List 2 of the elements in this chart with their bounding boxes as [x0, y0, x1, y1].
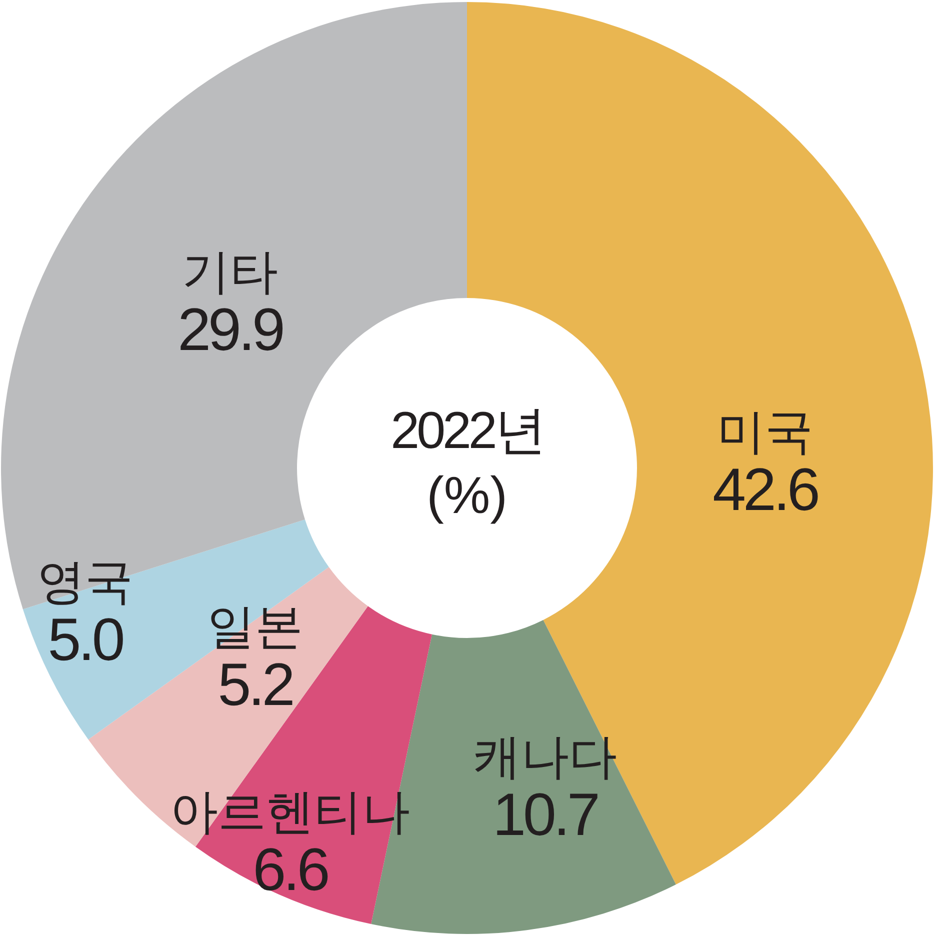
text: 2022년 [390, 402, 544, 460]
text: (%) [426, 467, 508, 525]
